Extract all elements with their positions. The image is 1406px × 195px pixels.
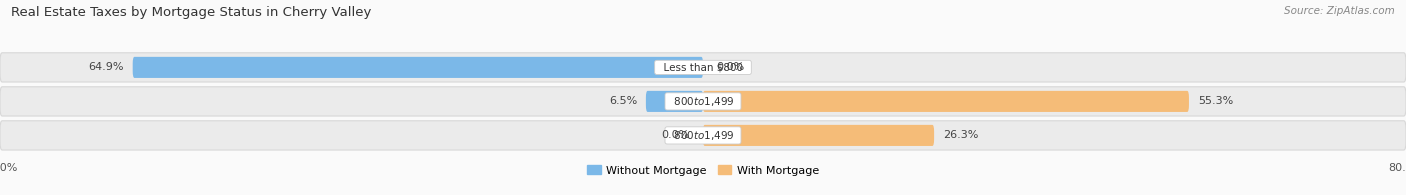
- Legend: Without Mortgage, With Mortgage: Without Mortgage, With Mortgage: [582, 161, 824, 180]
- Text: Real Estate Taxes by Mortgage Status in Cherry Valley: Real Estate Taxes by Mortgage Status in …: [11, 6, 371, 19]
- FancyBboxPatch shape: [703, 125, 934, 146]
- FancyBboxPatch shape: [0, 53, 1406, 82]
- Text: 64.9%: 64.9%: [89, 62, 124, 72]
- FancyBboxPatch shape: [0, 121, 1406, 150]
- Text: 26.3%: 26.3%: [943, 130, 979, 140]
- FancyBboxPatch shape: [703, 91, 1189, 112]
- Text: 6.5%: 6.5%: [609, 96, 637, 106]
- FancyBboxPatch shape: [0, 87, 1406, 116]
- Text: $800 to $1,499: $800 to $1,499: [666, 95, 740, 108]
- Text: Source: ZipAtlas.com: Source: ZipAtlas.com: [1284, 6, 1395, 16]
- FancyBboxPatch shape: [132, 57, 703, 78]
- Text: 0.0%: 0.0%: [716, 62, 744, 72]
- Text: 55.3%: 55.3%: [1198, 96, 1233, 106]
- FancyBboxPatch shape: [645, 91, 703, 112]
- Text: $800 to $1,499: $800 to $1,499: [666, 129, 740, 142]
- Text: Less than $800: Less than $800: [657, 62, 749, 72]
- Text: 0.0%: 0.0%: [662, 130, 690, 140]
